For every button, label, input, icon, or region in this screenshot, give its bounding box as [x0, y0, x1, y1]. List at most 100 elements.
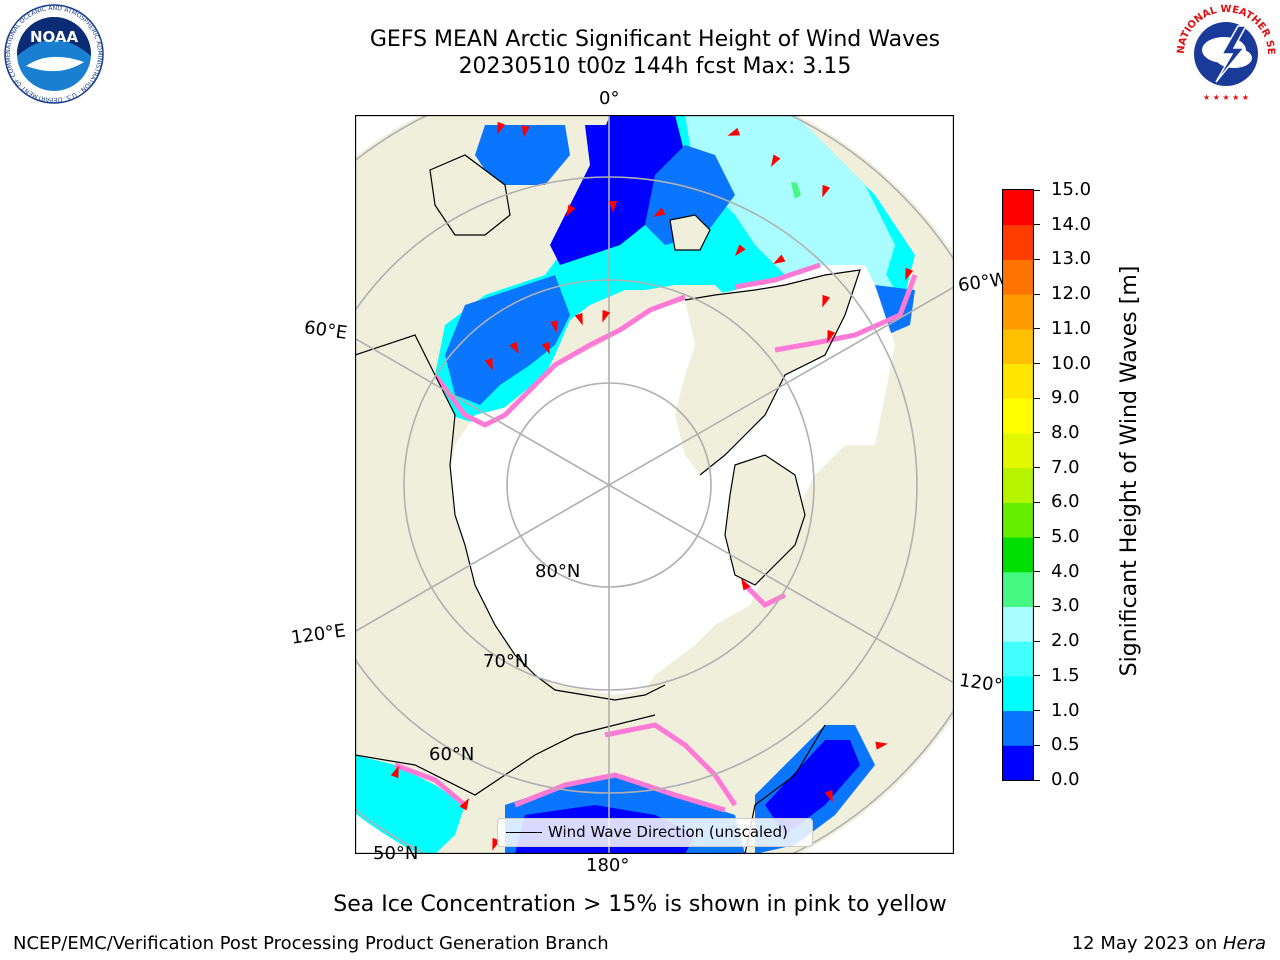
footer-date-text: 12 May 2023 on [1071, 933, 1223, 954]
greenland-canada-land [675, 270, 860, 475]
nws-logo: NATIONAL WEATHER SERVICE ★ ★ ★ ★ ★ [1176, 4, 1276, 102]
chart-subtitle: 20230510 t00z 144h fcst Max: 3.15 [458, 54, 852, 79]
colorbar-tick-label: 9.0 [1051, 387, 1080, 409]
colorbar-tick-label: 8.0 [1051, 421, 1080, 443]
wave-arrow [824, 789, 833, 803]
colorbar-tick-label: 0.5 [1051, 734, 1080, 756]
colorbar-tick-label: 14.0 [1051, 213, 1092, 235]
colorbar-segment [1003, 259, 1033, 295]
colorbar-tick-mark [1034, 363, 1040, 365]
colorbar-tick-mark [1034, 640, 1040, 642]
wave-arrow [727, 127, 741, 136]
colorbar-tick-label: 5.0 [1051, 526, 1080, 548]
colorbar-tick-label: 10.0 [1051, 352, 1092, 374]
wave-arrow [875, 741, 888, 750]
wave-arrow [566, 204, 576, 217]
colorbar-segment [1003, 675, 1033, 712]
colorbar-tick-mark [1034, 501, 1040, 503]
colorbar-tick-mark [1034, 605, 1040, 607]
colorbar-tick-mark [1034, 397, 1040, 399]
colorbar-tick-mark [1034, 293, 1040, 295]
noaa-logo: NATIONAL OCEANIC AND ATMOSPHERIC ADMINIS… [4, 4, 104, 104]
colorbar-tick-label: 13.0 [1051, 248, 1092, 270]
colorbar-tick-label: 6.0 [1051, 491, 1080, 513]
footer-branch: NCEP/EMC/Verification Post Processing Pr… [13, 933, 609, 954]
lon-label-120e: 120°E [289, 620, 347, 649]
wave-arrow [509, 341, 519, 354]
colorbar-segment [1003, 571, 1033, 607]
wave-arrow [734, 244, 746, 257]
colorbar-tick-label: 12.0 [1051, 283, 1092, 305]
colorbar-segment [1003, 641, 1033, 677]
sea-ice-note: Sea Ice Concentration > 15% is shown in … [333, 892, 947, 917]
colorbar-tick-mark [1034, 189, 1040, 191]
lat-label-80: 80°N [535, 561, 581, 582]
map-legend: Wind Wave Direction (unscaled) [497, 818, 813, 847]
wave-arrow [550, 320, 559, 333]
colorbar-segment [1003, 328, 1033, 365]
colorbar-tick-mark [1034, 571, 1040, 573]
colorbar-segment [1003, 467, 1033, 503]
colorbar-tick-label: 15.0 [1051, 179, 1092, 200]
lat-label-50: 50°N [373, 843, 419, 864]
map-frame [355, 115, 954, 854]
lat-label-70: 70°N [483, 651, 529, 672]
colorbar-tick-mark [1034, 536, 1040, 538]
colorbar-segment [1003, 432, 1033, 469]
chart-title: GEFS MEAN Arctic Significant Height of W… [369, 27, 941, 52]
colorbar-segment [1003, 745, 1033, 781]
colorbar-tick-mark [1034, 328, 1040, 330]
wave-arrow [484, 357, 493, 371]
colorbar-tick-mark [1034, 779, 1040, 781]
wave-arrow [773, 254, 786, 264]
colorbar-tick-mark [1034, 675, 1040, 677]
footer-date: 12 May 2023 on Hera [1072, 933, 1266, 954]
colorbar-tick-mark [1034, 224, 1040, 226]
iceland-land [670, 215, 710, 250]
wave-arrow [827, 329, 836, 343]
colorbar-segment [1003, 710, 1033, 746]
colorbar-tick-label: 2.0 [1051, 630, 1080, 652]
colorbar-frame [1002, 189, 1034, 781]
colorbar-tick-mark [1034, 258, 1040, 260]
lon-label-0: 0° [599, 88, 620, 109]
colorbar-tick-label: 11.0 [1051, 317, 1092, 339]
legend-label: Wind Wave Direction (unscaled) [548, 823, 788, 841]
legend-line-icon [506, 832, 542, 833]
wave-arrow [602, 309, 611, 323]
colorbar-label: Significant Height of Wind Waves [m] [1117, 265, 1142, 677]
wave-arrow [497, 121, 506, 135]
wave-arrow [822, 294, 831, 308]
meridian-120e [355, 484, 610, 633]
wave-arrow [390, 765, 399, 779]
wave-arrow [609, 201, 617, 213]
colorbar-segment [1003, 606, 1033, 642]
colorbar [1002, 189, 1034, 781]
colorbar-segment [1003, 190, 1033, 226]
lon-label-180: 180° [586, 855, 630, 876]
wave-arrow [653, 207, 666, 217]
colorbar-tick-label: 1.0 [1051, 699, 1080, 721]
colorbar-segment [1003, 398, 1033, 434]
meridian-60w [608, 286, 954, 486]
lat-label-60: 60°N [429, 744, 475, 765]
meridian-60e [355, 337, 610, 486]
colorbar-tick-mark [1034, 467, 1040, 469]
colorbar-tick-label: 4.0 [1051, 560, 1080, 582]
colorbar-segment [1003, 363, 1033, 399]
colorbar-segment [1003, 294, 1033, 330]
polar-map [355, 115, 954, 854]
footer-host: Hera [1222, 933, 1266, 954]
eurasia-land [355, 335, 665, 795]
colorbar-segment [1003, 502, 1033, 538]
lon-label-60e: 60°E [302, 317, 349, 344]
graticule [355, 115, 954, 854]
wave-arrow [521, 125, 530, 138]
wave-arrow [771, 154, 781, 167]
wave-arrow [541, 341, 550, 355]
nws-stars-icon: ★ ★ ★ ★ ★ [1203, 93, 1249, 102]
colorbar-tick-mark [1034, 710, 1040, 712]
colorbar-segment [1003, 537, 1033, 573]
wave-arrow [459, 798, 469, 811]
noaa-logo-text: NOAA [30, 28, 79, 46]
